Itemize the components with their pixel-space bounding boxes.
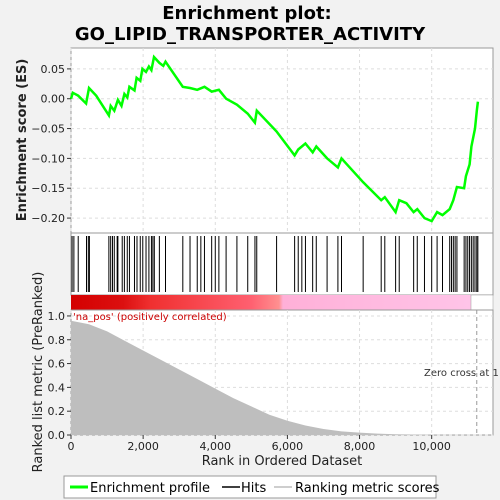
hits-group <box>71 236 479 292</box>
rank-color-bar <box>71 295 471 310</box>
x-tick-label: 0 <box>68 440 75 453</box>
legend-metric-label: Ranking metric scores <box>295 481 440 496</box>
enrichment-profile-line <box>69 54 480 223</box>
metric-tick-label: 0.4 <box>48 381 66 394</box>
metric-tick-label: 0.6 <box>48 358 66 371</box>
es-axis-label: Enrichment score (ES) <box>15 59 30 222</box>
ranking-metric-area <box>71 320 479 435</box>
legend-box <box>63 475 437 499</box>
es-tick-label: 0.00 <box>41 93 66 106</box>
x-tick-label: 2,000 <box>127 440 159 453</box>
es-tick-label: −0.05 <box>31 123 65 136</box>
legend-hits-label: Hits <box>241 481 266 496</box>
es-tick-label: −0.10 <box>31 152 65 165</box>
x-axis-label: Rank in Ordered Dataset <box>202 454 363 469</box>
chart-title-line2: GO_LIPID_TRANSPORTER_ACTIVITY <box>75 24 426 45</box>
x-tick-label: 8,000 <box>344 440 376 453</box>
hits-panel <box>70 232 494 296</box>
es-grid <box>70 48 493 233</box>
x-axis-ticks: 0 2,000 4,000 6,000 8,000 10,000 <box>68 435 451 453</box>
positive-correlation-label: 'na_pos' (positively correlated) <box>73 312 227 323</box>
es-tick-label: −0.20 <box>31 212 65 225</box>
x-tick-label: 4,000 <box>200 440 232 453</box>
es-tick-label: −0.15 <box>31 182 65 195</box>
metric-tick-label: 1.0 <box>48 310 66 323</box>
zero-cross-label: Zero cross at 1 <box>424 368 499 379</box>
es-y-ticks: 0.05 0.00 −0.05 −0.10 −0.15 −0.20 <box>31 63 71 225</box>
es-tick-label: 0.05 <box>41 63 66 76</box>
metric-tick-label: 0.8 <box>48 334 66 347</box>
metric-axis-label: Ranked list metric (PreRanked) <box>31 272 46 473</box>
metric-tick-label: 0.0 <box>48 429 66 442</box>
metric-y-ticks: 0.0 0.2 0.4 0.6 0.8 1.0 <box>48 310 71 442</box>
metric-tick-label: 0.2 <box>48 405 66 418</box>
legend-enrichment-label: Enrichment profile <box>90 481 210 496</box>
x-tick-label: 6,000 <box>272 440 304 453</box>
rank-color-bar-tail <box>470 294 494 311</box>
chart-title-line1: Enrichment plot: <box>162 3 332 24</box>
x-tick-label: 10,000 <box>412 440 451 453</box>
